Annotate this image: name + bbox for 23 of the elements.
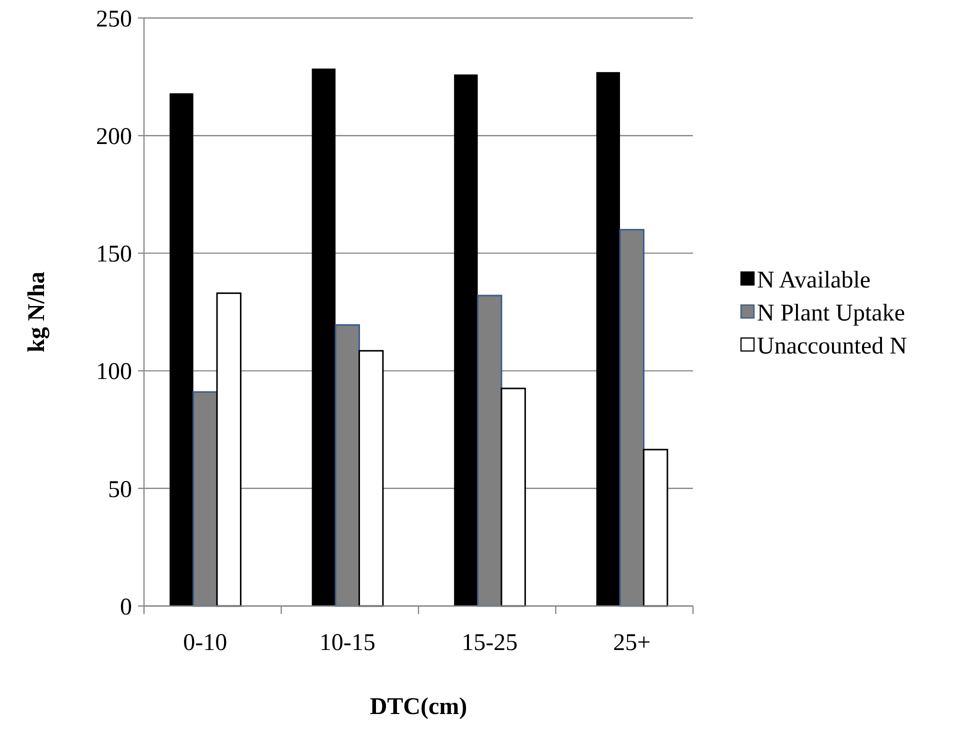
bar bbox=[358, 350, 384, 607]
y-tick-label: 200 bbox=[96, 124, 132, 150]
bar bbox=[454, 74, 478, 606]
bar bbox=[312, 68, 336, 606]
legend-label: N Plant Uptake bbox=[757, 300, 905, 326]
y-tick-label: 250 bbox=[96, 6, 132, 32]
x-tick-label: 15-25 bbox=[462, 630, 518, 656]
y-tick-label: 50 bbox=[108, 476, 132, 503]
y-tick-label: 100 bbox=[96, 359, 132, 386]
legend-label: N Available bbox=[757, 267, 871, 294]
bar bbox=[500, 388, 526, 607]
y-tick-label: 150 bbox=[96, 242, 132, 268]
bar bbox=[642, 448, 668, 607]
bar bbox=[596, 72, 620, 606]
y-tick-label: 0 bbox=[120, 594, 132, 620]
legend-label: Unaccounted N bbox=[757, 333, 907, 360]
bar bbox=[170, 93, 194, 606]
x-tick-label: 10-15 bbox=[319, 630, 376, 656]
x-tick-label: 0-10 bbox=[183, 630, 228, 656]
y-axis-title: kg N/ha bbox=[24, 272, 50, 352]
x-axis-title: DTC(cm) bbox=[370, 694, 468, 720]
bar bbox=[216, 292, 242, 607]
x-tick-label: 25+ bbox=[613, 630, 651, 656]
